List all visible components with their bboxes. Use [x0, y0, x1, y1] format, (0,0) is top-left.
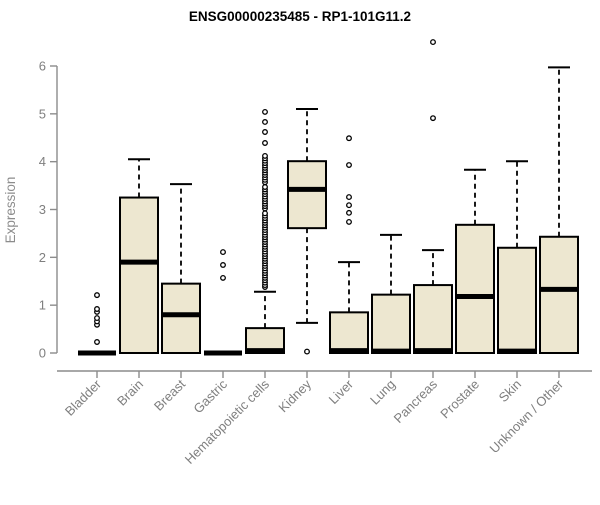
x-tick-label-prostate: Prostate [437, 377, 482, 422]
boxplot-hematopoietic-cells [245, 108, 285, 355]
x-tick-label-breast: Breast [151, 376, 188, 413]
outlier-point [262, 210, 268, 217]
iqr-box [287, 160, 327, 230]
boxplot-breast [161, 183, 201, 354]
x-tick-label-gastric: Gastric [190, 376, 230, 416]
iqr-box [119, 196, 159, 354]
boxplot-brain [119, 158, 159, 354]
y-tick-label: 5 [39, 106, 46, 121]
outlier-point [262, 140, 268, 146]
y-tick-label: 4 [39, 154, 46, 169]
x-tick-label-brain: Brain [114, 377, 146, 409]
outlier-point [220, 262, 226, 268]
iqr-box [161, 282, 201, 354]
boxplot-lung [371, 233, 411, 355]
outlier-point [262, 152, 268, 159]
boxplot-gastric [204, 249, 242, 356]
y-axis-label: Expression [3, 177, 18, 244]
outlier-point [262, 129, 268, 135]
outlier-point [346, 194, 352, 201]
x-tick-label-lung: Lung [367, 377, 398, 408]
y-tick-label: 3 [39, 202, 46, 217]
boxplot-skin [497, 160, 537, 354]
x-tick-label-liver: Liver [326, 376, 357, 407]
iqr-box [371, 293, 411, 355]
y-tick-label: 2 [39, 250, 46, 265]
outlier-point [346, 209, 352, 216]
outlier-point [262, 108, 268, 115]
chart-title: ENSG00000235485 - RP1-101G11.2 [189, 9, 411, 24]
boxplot-unknown-other [539, 66, 579, 354]
outlier-point [220, 274, 226, 281]
outlier-point [94, 315, 100, 322]
outlier-point [430, 39, 436, 46]
x-tick-label-bladder: Bladder [62, 376, 105, 419]
outlier-point [262, 184, 268, 190]
iqr-box [329, 311, 369, 355]
x-tick-label-pancreas: Pancreas [391, 376, 441, 426]
iqr-box [413, 284, 453, 354]
outlier-point [346, 135, 352, 142]
outlier-point [304, 348, 310, 355]
boxplot-pancreas [413, 39, 453, 354]
outlier-point [430, 115, 436, 122]
x-tick-label-unknown-other: Unknown / Other [487, 376, 567, 456]
iqr-box [539, 235, 579, 354]
boxplot-bladder [78, 292, 116, 356]
boxplot-prostate [455, 168, 495, 354]
outlier-point [346, 218, 352, 225]
x-tick-label-skin: Skin [496, 377, 524, 405]
outlier-point [220, 249, 226, 256]
y-tick-label: 6 [39, 59, 46, 74]
iqr-box [497, 246, 537, 354]
y-axis: 0 1 2 3 4 5 6 [39, 59, 58, 361]
y-tick-label: 1 [39, 298, 46, 313]
outlier-point [346, 162, 352, 168]
boxplot-liver [329, 135, 369, 355]
boxplot-kidney [287, 108, 327, 355]
outlier-point [346, 202, 352, 209]
x-tick-label-kidney: Kidney [275, 376, 314, 415]
iqr-box [455, 223, 495, 354]
outlier-point [94, 306, 100, 312]
y-tick-label: 0 [39, 346, 46, 361]
outlier-point [94, 339, 100, 345]
outlier-point [262, 119, 268, 125]
outlier-point [94, 292, 100, 299]
